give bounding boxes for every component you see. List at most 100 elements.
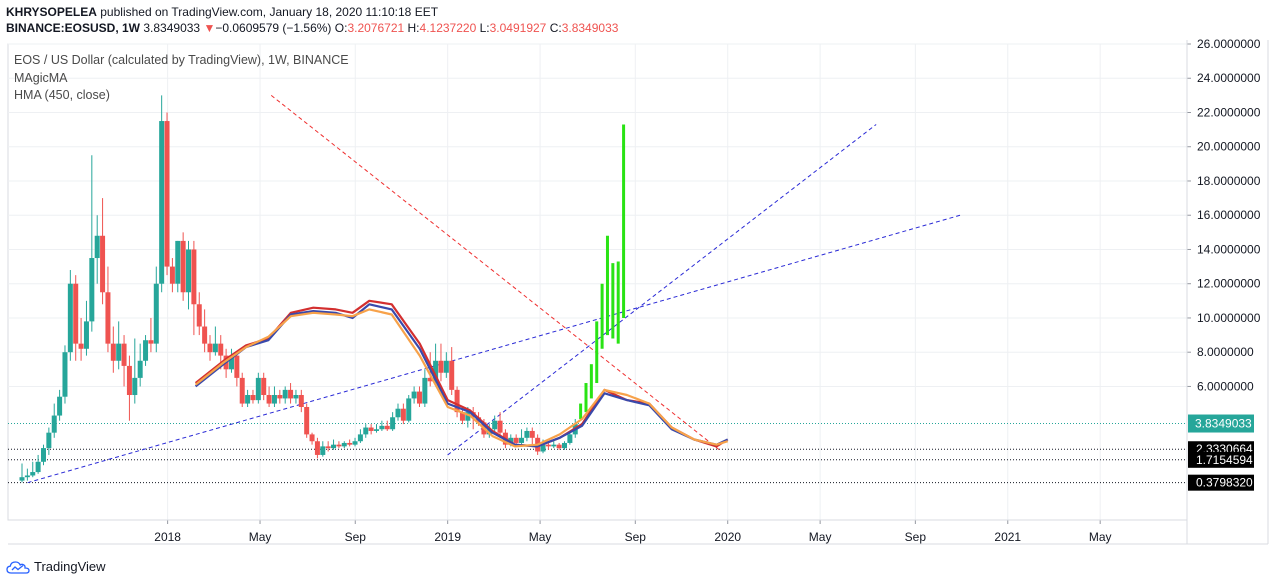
- x-tick-label: 2018: [154, 530, 181, 544]
- candle-body: [105, 292, 111, 344]
- legend-title: EOS / US Dollar (calculated by TradingVi…: [14, 53, 349, 67]
- legend-indicator-magicma[interactable]: MAgicMA: [14, 71, 68, 85]
- change-value: −0.0609579 (−1.56%): [215, 21, 332, 35]
- x-tick-label: 2020: [714, 530, 741, 544]
- current-price-label: 3.8349033: [1195, 417, 1252, 431]
- current-price-box: [1188, 414, 1254, 433]
- candle-body: [519, 437, 525, 443]
- blue-projection-trendline: [447, 124, 877, 456]
- candles: [19, 95, 578, 483]
- projection-bars: [579, 124, 626, 419]
- tradingview-brand: TradingView: [34, 559, 106, 574]
- candle-body: [562, 442, 568, 449]
- x-tick-label: Sep: [625, 530, 647, 544]
- x-tick-label: May: [529, 530, 552, 544]
- level-label: 1.7154594: [1196, 453, 1253, 467]
- y-tick-label: 26.0000000: [1197, 37, 1261, 51]
- author-name[interactable]: KHRYSOPELEA: [6, 5, 97, 19]
- candle-body: [454, 389, 460, 413]
- candle-body: [368, 427, 374, 431]
- candle-body: [271, 395, 277, 404]
- y-tick-label: 18.0000000: [1197, 174, 1261, 188]
- low-value: 3.0491927: [489, 21, 547, 35]
- level-label-box: [1188, 451, 1254, 468]
- x-tick-label: May: [809, 530, 832, 544]
- candle-body: [352, 441, 358, 445]
- candle-body: [126, 365, 132, 396]
- candle-body: [336, 444, 342, 447]
- ma-line-magicma: [194, 299, 729, 448]
- last-price: 3.8349033: [143, 21, 201, 35]
- candle-body: [567, 434, 573, 443]
- ma-line-hma: [194, 308, 729, 448]
- candle-body: [341, 442, 347, 447]
- trendlines: [27, 94, 961, 484]
- candle-body: [57, 396, 63, 416]
- candle-body: [100, 235, 106, 293]
- candle-body: [497, 420, 503, 433]
- candle-body: [175, 240, 181, 284]
- candle-body: [110, 343, 116, 361]
- candle-body: [357, 434, 363, 442]
- candle-body: [363, 427, 369, 435]
- candle-body: [325, 446, 331, 449]
- candle-body: [245, 395, 251, 404]
- candle-body: [374, 429, 380, 431]
- candle-body: [35, 461, 41, 473]
- high-label: H:: [407, 21, 420, 35]
- candle-body: [89, 258, 95, 322]
- candle-body: [411, 391, 417, 399]
- level-label-box: [1188, 474, 1254, 491]
- y-tick-label: 22.0000000: [1197, 105, 1261, 119]
- legend-indicator-hma[interactable]: HMA (450, close): [14, 88, 110, 102]
- candle-body: [492, 420, 498, 430]
- candle-body: [545, 444, 551, 447]
- candle-body: [266, 395, 272, 404]
- candle-body: [416, 391, 422, 404]
- candle-body: [164, 121, 170, 267]
- candle-body: [293, 395, 299, 399]
- candle-body: [186, 249, 192, 293]
- candle-body: [212, 343, 218, 353]
- close-label: C:: [549, 21, 562, 35]
- candle-body: [347, 442, 353, 445]
- candle-body: [148, 340, 154, 344]
- candle-body: [153, 283, 159, 344]
- change-down-icon: ▼: [203, 21, 216, 35]
- x-tick-label: Sep: [905, 530, 927, 544]
- candle-body: [94, 235, 100, 259]
- candle-body: [395, 408, 401, 418]
- candle-body: [288, 389, 294, 399]
- candle-body: [309, 434, 315, 442]
- candle-body: [228, 355, 234, 370]
- candle-body: [459, 412, 465, 421]
- x-tick-label: May: [249, 530, 272, 544]
- y-tick-label: 24.0000000: [1197, 71, 1261, 85]
- close-value: 3.8349033: [561, 21, 619, 35]
- candle-body: [443, 360, 449, 373]
- x-tick-label: 2021: [994, 530, 1021, 544]
- candle-body: [121, 343, 127, 366]
- ohlc-line: BINANCE:EOSUSD, 1W 3.8349033 ▼−0.0609579…: [6, 21, 618, 35]
- candle-body: [239, 377, 245, 404]
- candle-body: [24, 475, 30, 478]
- candle-body: [390, 417, 396, 430]
- candle-body: [540, 444, 546, 452]
- candle-body: [524, 430, 530, 438]
- candle-body: [433, 360, 439, 382]
- candle-body: [180, 240, 186, 293]
- y-tick-label: 12.0000000: [1197, 277, 1261, 291]
- candle-body: [132, 377, 138, 396]
- candle-body: [137, 360, 143, 378]
- candle-body: [529, 430, 535, 438]
- tradingview-cloud-icon: [6, 560, 30, 574]
- candle-body: [438, 360, 444, 373]
- candle-body: [282, 389, 288, 399]
- x-tick-label: 2019: [434, 530, 461, 544]
- candle-body: [207, 343, 213, 353]
- tradingview-logo[interactable]: TradingView: [6, 559, 106, 574]
- candle-body: [218, 343, 224, 356]
- publisher-line: KHRYSOPELEA published on TradingView.com…: [6, 5, 438, 19]
